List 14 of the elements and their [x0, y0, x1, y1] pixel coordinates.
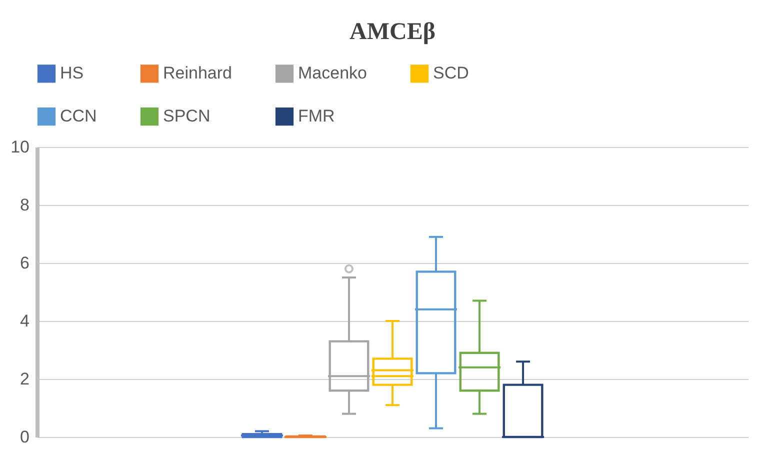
y-tick-label: 2: [20, 370, 30, 388]
y-tick-label: 4: [20, 312, 30, 330]
chart-title: AMCEβ: [350, 19, 436, 45]
y-tick-label: 8: [20, 196, 30, 214]
y-tick-label: 0: [20, 428, 30, 446]
legend-label: Reinhard: [163, 64, 232, 83]
y-tick-label: 6: [20, 254, 30, 272]
legend-label: CCN: [60, 106, 97, 126]
legend-label: SPCN: [163, 106, 210, 126]
legend-label: SCD: [433, 64, 469, 83]
y-tick-label: 10: [10, 138, 30, 156]
legend-label: FMR: [298, 106, 335, 126]
legend-label: Macenko: [298, 64, 367, 83]
legend-label: HS: [60, 64, 84, 83]
